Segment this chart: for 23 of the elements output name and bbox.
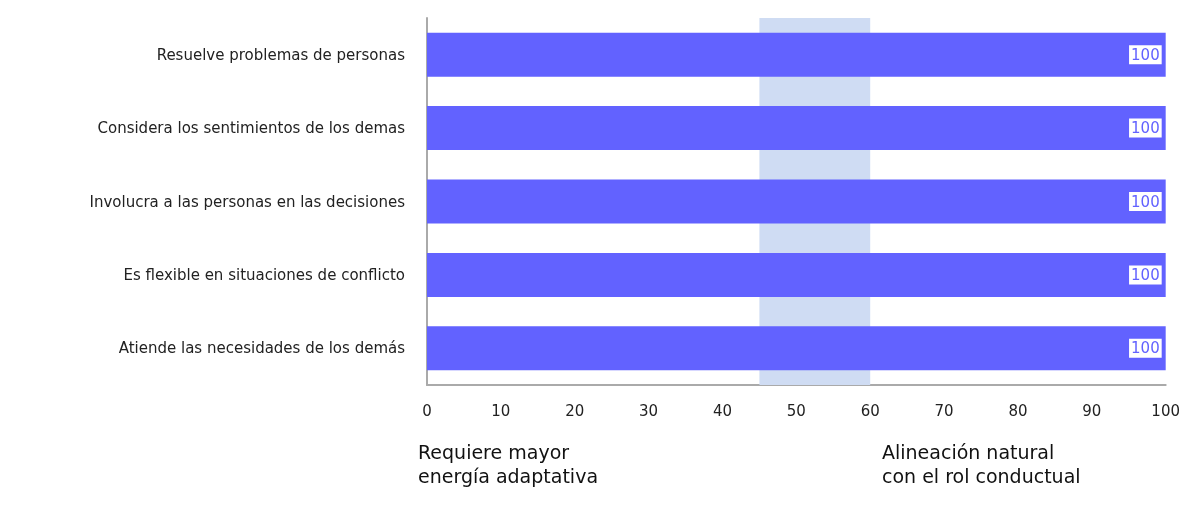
y-tick-label: Es flexible en situaciones de conflicto bbox=[123, 265, 405, 284]
y-tick-label: Considera los sentimientos de los demas bbox=[97, 119, 406, 138]
x-tick-label: 50 bbox=[786, 401, 806, 420]
data-label: 100 bbox=[1131, 265, 1160, 284]
x-tick-label: 80 bbox=[1008, 401, 1028, 420]
data-label: 100 bbox=[1131, 339, 1160, 358]
x-tick-label: 100 bbox=[1151, 401, 1181, 420]
x-tick-label: 0 bbox=[422, 401, 432, 420]
y-tick-label: Involucra a las personas en las decisiones bbox=[89, 192, 406, 211]
text: Alineación natural con el rol conductual bbox=[882, 441, 1081, 487]
data-label: 100 bbox=[1131, 45, 1160, 64]
y-tick-label: Resuelve problemas de personas bbox=[156, 45, 406, 64]
data-label: 100 bbox=[1131, 192, 1160, 211]
x-tick-label: 70 bbox=[934, 401, 954, 420]
x-tick-label: 90 bbox=[1082, 401, 1102, 420]
x-tick-label: 20 bbox=[565, 401, 585, 420]
text: Requiere mayor energía adaptativa bbox=[418, 441, 599, 487]
y-tick-label: Atiende las necesidades de los demás bbox=[118, 339, 406, 358]
x-tick-label: 60 bbox=[860, 401, 880, 420]
data-label: 100 bbox=[1131, 119, 1160, 138]
x-tick-label: 40 bbox=[712, 401, 733, 420]
x-tick-label: 30 bbox=[639, 401, 659, 420]
x-tick-label: 10 bbox=[491, 401, 511, 420]
